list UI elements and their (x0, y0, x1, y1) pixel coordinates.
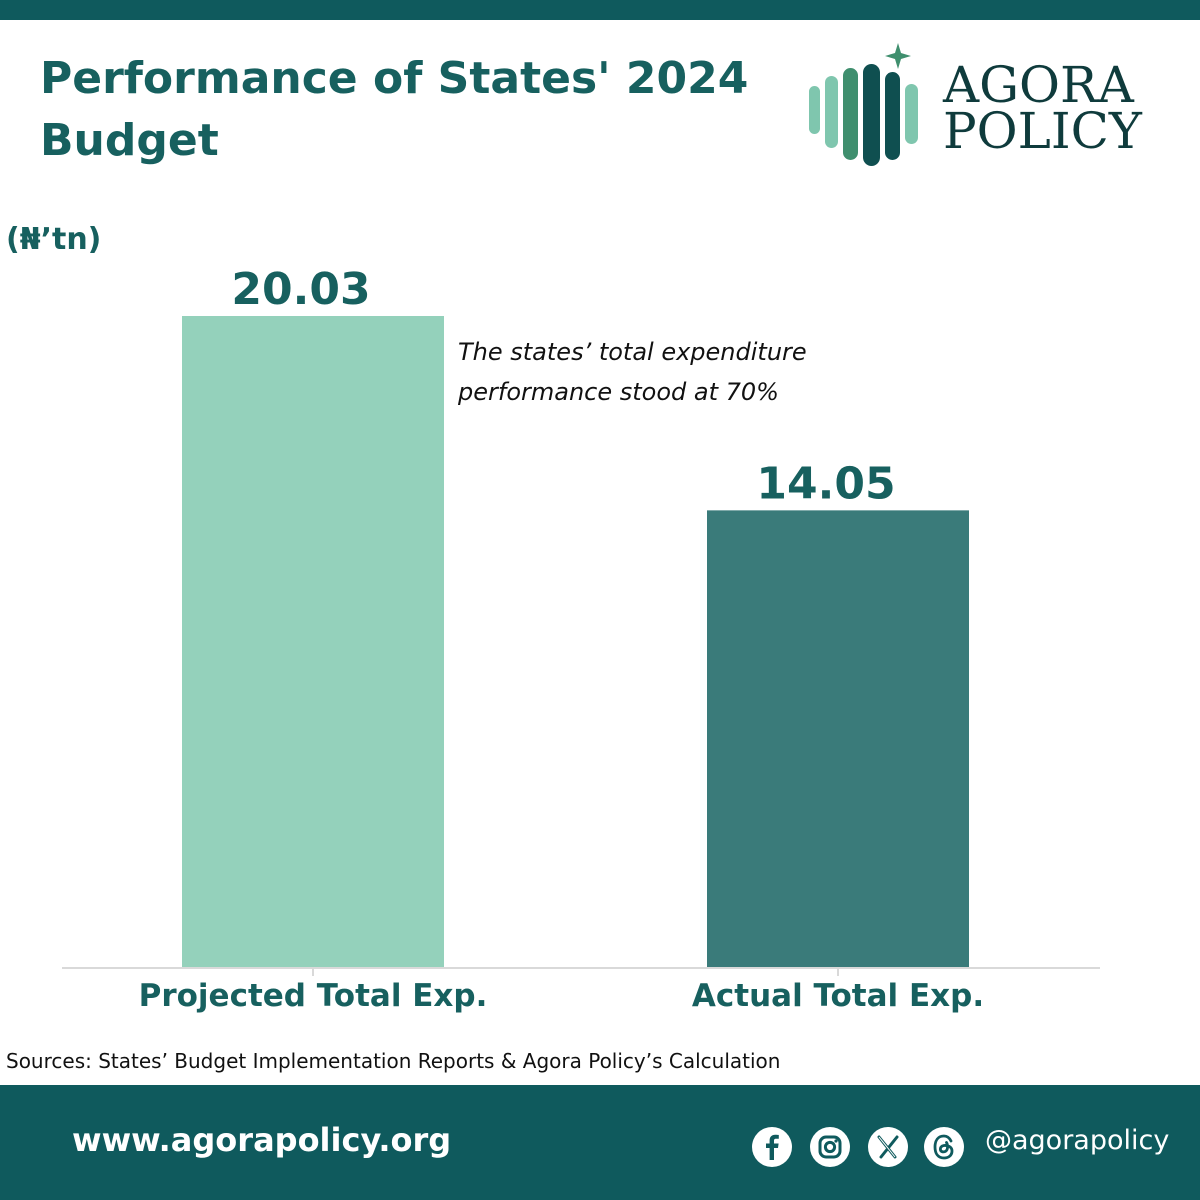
unit-label: (₦’tn) (6, 222, 102, 257)
annotation-line-1: The states’ total expenditure (458, 338, 807, 366)
website-link[interactable]: www.agorapolicy.org (72, 1121, 452, 1159)
threads-icon[interactable] (924, 1127, 964, 1167)
x-tick-label-0: Projected Total Exp. (139, 978, 488, 1014)
title-line-1: Performance of States' 2024 (40, 53, 749, 104)
social-handle[interactable]: @agorapolicy (985, 1125, 1170, 1156)
title-line-2: Budget (40, 115, 219, 166)
logo-line-1: AGORA (943, 56, 1134, 114)
logo-wordmark: AGORA POLICY (943, 60, 1142, 156)
top-band (0, 0, 1200, 20)
data-label-0: 20.03 (231, 264, 370, 315)
bar-1 (707, 510, 969, 967)
chart-annotation: The states’ total expenditure performanc… (458, 332, 858, 412)
logo-line-2: POLICY (943, 102, 1142, 160)
facebook-icon[interactable] (752, 1127, 792, 1167)
bar-0 (182, 316, 444, 967)
x-icon[interactable] (868, 1127, 908, 1167)
page-title: Performance of States' 2024 Budget (40, 48, 800, 172)
data-label-1: 14.05 (756, 458, 895, 509)
bar-chart: 20.03 Projected Total Exp. 14.05 Actual Tot… (62, 264, 1100, 1014)
footer-band: www.agorapolicy.org @agorapolicy (0, 1085, 1200, 1200)
instagram-icon[interactable] (810, 1127, 850, 1167)
x-tick-label-1: Actual Total Exp. (692, 978, 984, 1014)
annotation-line-2: performance stood at 70% (458, 378, 779, 406)
agora-policy-logo: AGORA POLICY (805, 40, 1165, 170)
logo-mark-icon (809, 43, 918, 166)
source-note: Sources: States’ Budget Implementation R… (6, 1049, 781, 1073)
